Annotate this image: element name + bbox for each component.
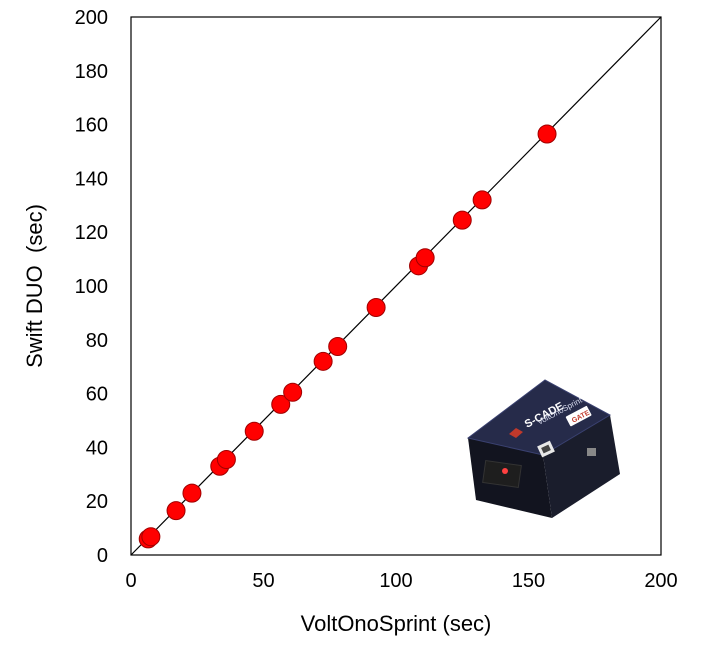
data-point	[216, 450, 236, 470]
x-axis-ticks: 0 50 100 150 200	[125, 570, 677, 592]
x-tick-label: 200	[644, 570, 677, 592]
data-point	[452, 210, 472, 230]
data-point	[141, 527, 161, 547]
y-tick-label: 200	[75, 7, 108, 29]
data-point	[182, 483, 202, 503]
x-tick-label: 0	[125, 570, 136, 592]
y-tick-label: 80	[86, 330, 108, 352]
data-point	[366, 298, 386, 318]
y-tick-label: 60	[86, 384, 108, 406]
y-axis-ticks: 0 20 40 60 80 100 120 140 160 180 200	[75, 7, 108, 567]
data-point	[283, 382, 303, 402]
y-tick-label: 100	[75, 276, 108, 298]
data-point	[313, 351, 333, 371]
y-tick-label: 0	[97, 545, 108, 567]
plot-area-frame	[130, 16, 662, 556]
y-tick-label: 40	[86, 437, 108, 459]
voltonosprint-device-photo: S-CADE VoltOnoSprint GATE	[466, 379, 620, 518]
data-point	[537, 124, 557, 144]
y-axis-title: Swift DUO (sec)	[22, 204, 47, 368]
data-point	[244, 421, 264, 441]
y-tick-label: 120	[75, 222, 108, 244]
data-point	[166, 501, 186, 521]
data-point	[415, 248, 435, 268]
x-tick-label: 150	[512, 570, 545, 592]
data-point	[472, 190, 492, 210]
data-point	[328, 337, 348, 357]
y-tick-label: 140	[75, 168, 108, 190]
y-tick-label: 180	[75, 61, 108, 83]
data-point	[271, 394, 291, 414]
data-points	[138, 124, 557, 549]
x-tick-label: 100	[379, 570, 412, 592]
y-tick-label: 20	[86, 491, 108, 513]
x-tick-label: 50	[252, 570, 274, 592]
x-axis-title: VoltOnoSprint (sec)	[301, 611, 492, 636]
y-tick-label: 160	[75, 115, 108, 137]
